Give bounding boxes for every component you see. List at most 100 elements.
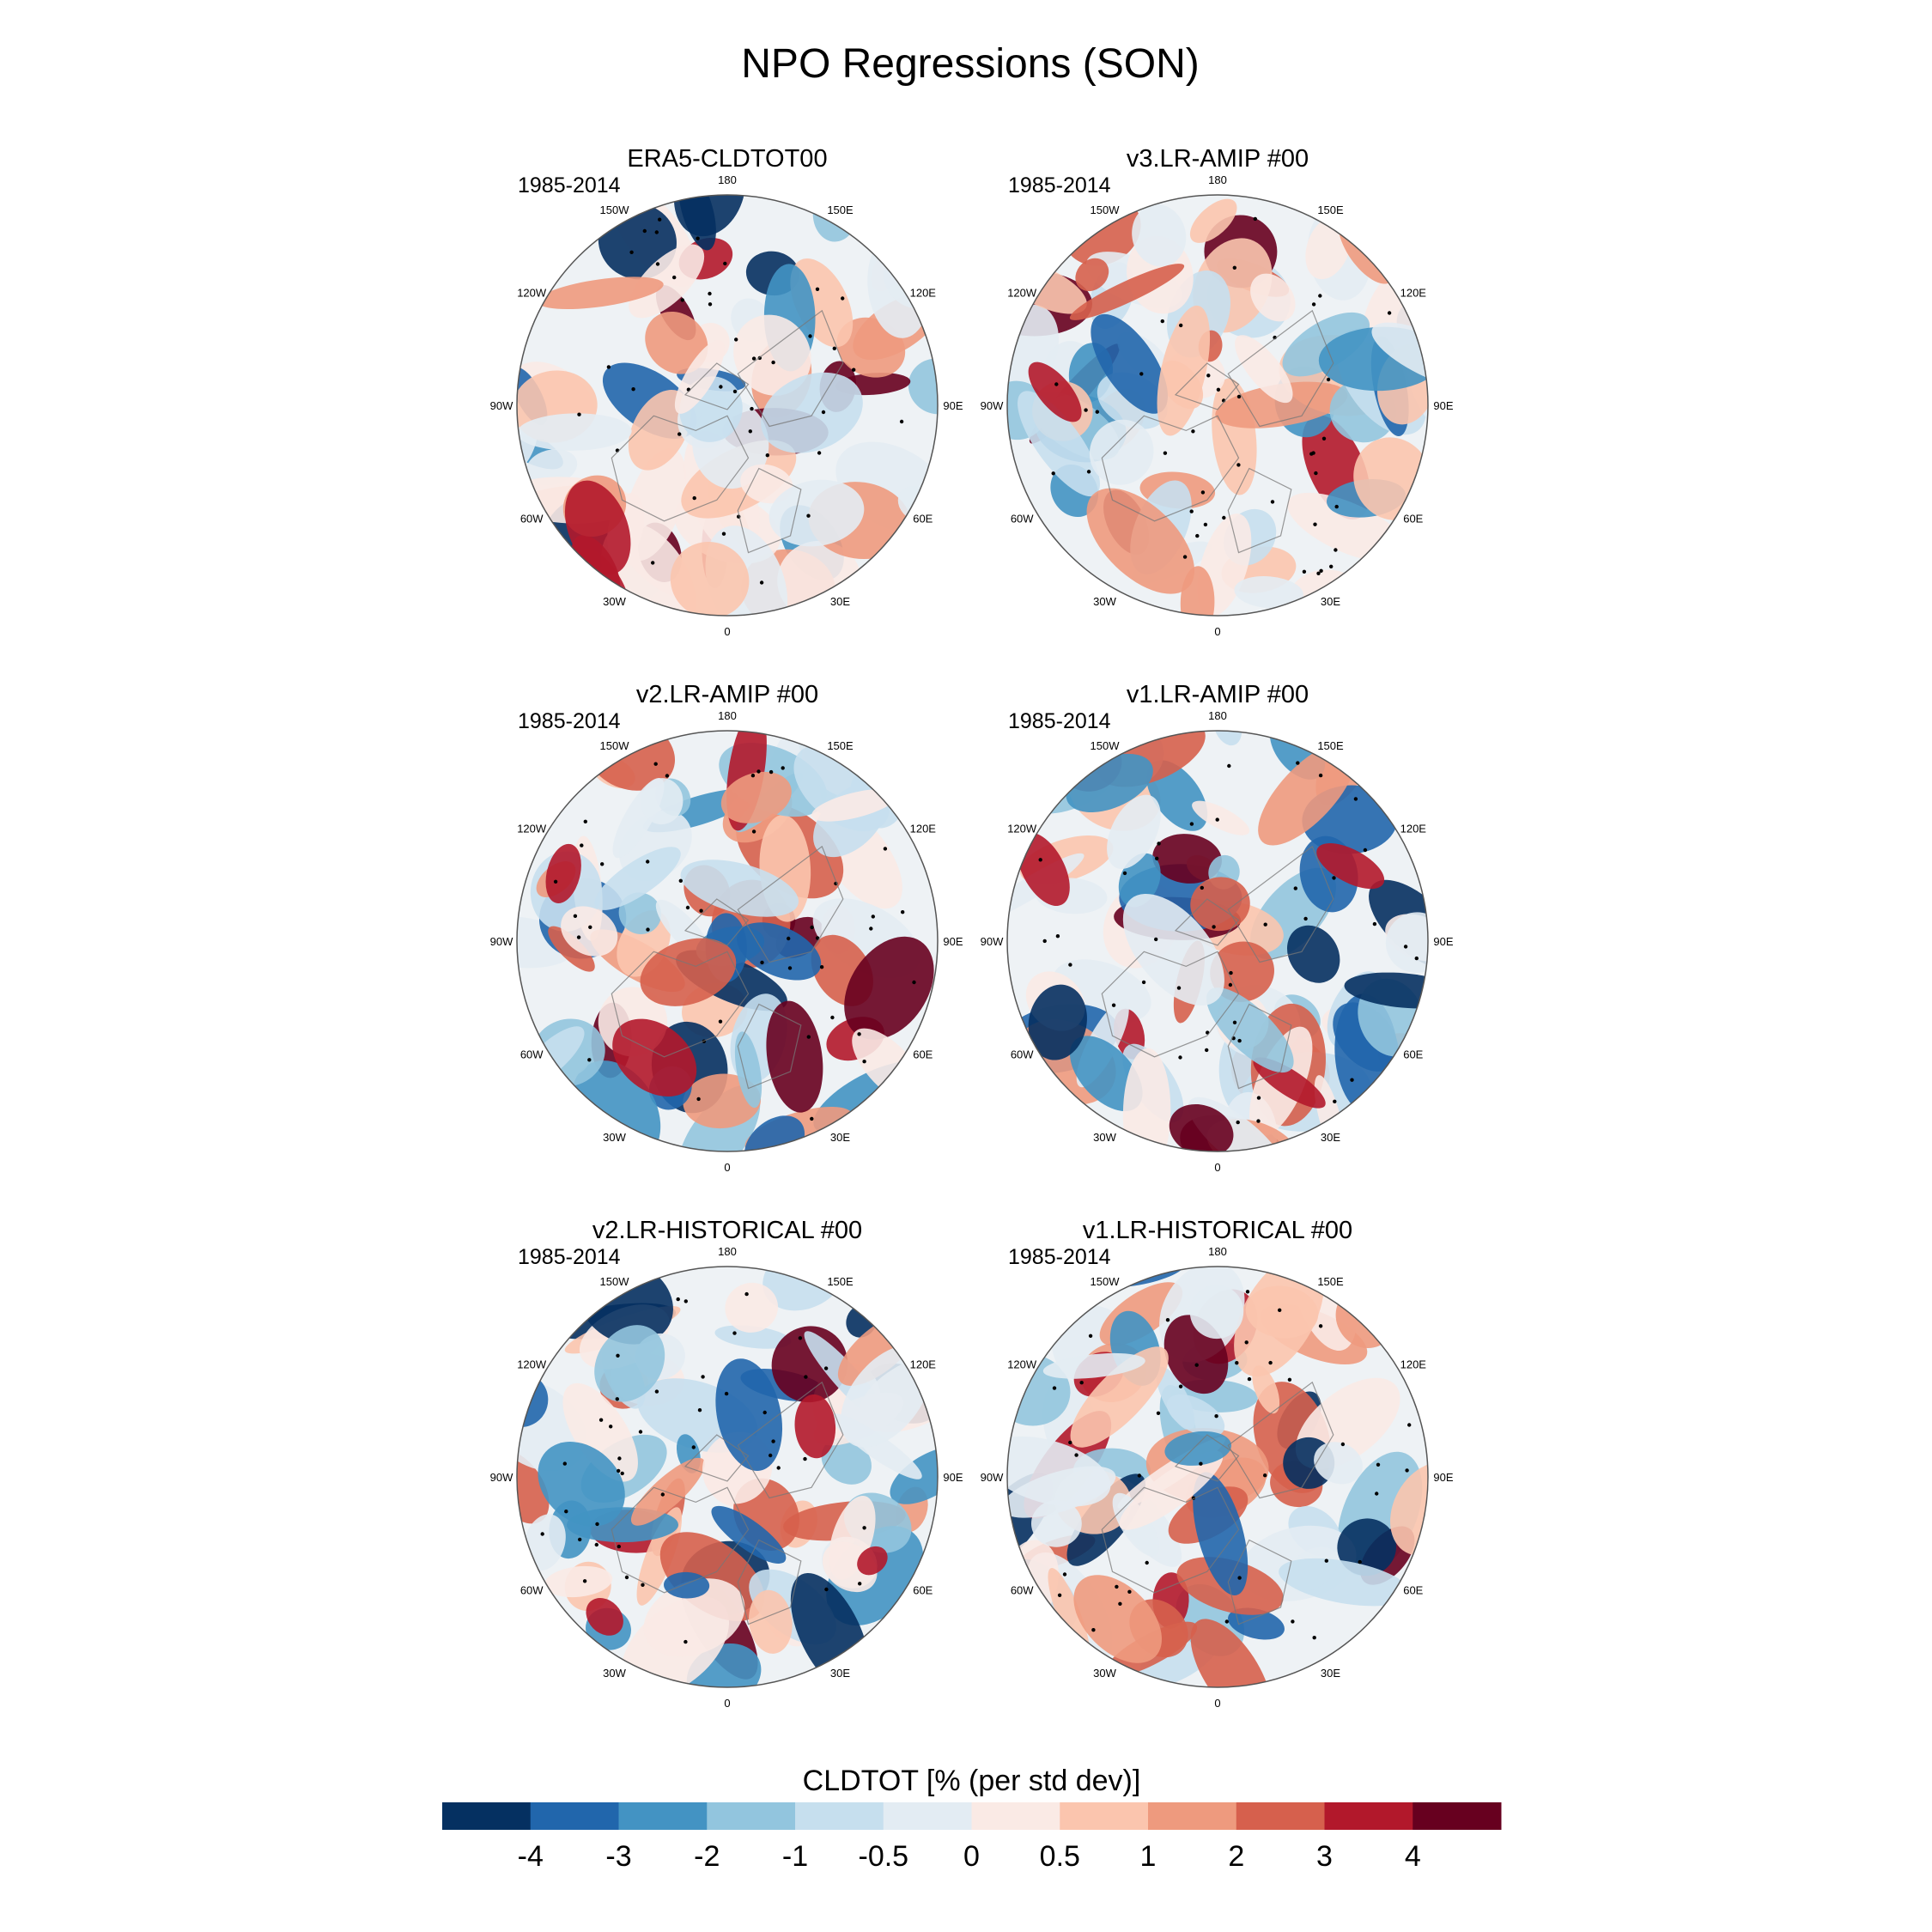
longitude-label: 90W [981,399,1004,412]
longitude-label: 30W [603,1131,626,1144]
panel-period: 1985-2014 [1008,1245,1111,1269]
panel-title: v1.LR-AMIP #00 [1127,681,1309,708]
panel-period: 1985-2014 [1008,173,1111,197]
map-frame [1006,730,1429,1152]
panel-title: v2.LR-HISTORICAL #00 [592,1217,862,1244]
coastlines [611,845,844,1090]
longitude-label: 90W [981,935,1004,948]
longitude-label: 60E [1403,513,1423,526]
longitude-label: 0 [1214,1161,1220,1174]
coastlines [1101,1381,1334,1625]
longitude-label: 150E [1317,1275,1344,1288]
map-panel: v2.LR-AMIP #00 1985-2014 180 150E 120E 90E 60E… [490,681,963,1174]
colorbar-tick-label: -1 [782,1840,808,1873]
longitude-label: 90E [1433,399,1453,412]
longitude-label: 0 [1214,625,1220,638]
longitude-label: 150W [600,739,630,752]
longitude-label: 60W [1011,1048,1034,1061]
map-frame [516,730,939,1152]
longitude-label: 150W [1091,1275,1121,1288]
longitude-label: 120W [517,1358,547,1371]
colorbar-swatch [1060,1802,1149,1830]
map-frame [516,1266,939,1688]
colorbar-tick-label: -4 [518,1840,544,1873]
colorbar-tick-label: 0.5 [1040,1840,1080,1873]
panel-title: ERA5-CLDTOT00 [627,145,827,173]
longitude-label: 60W [520,1048,544,1061]
colorbar-tick-label: -0.5 [859,1840,909,1873]
longitude-label: 30W [1093,1667,1116,1680]
colorbar-label: CLDTOT [% (per std dev)] [803,1765,1141,1797]
longitude-label: 30E [830,595,850,608]
longitude-label: 120W [1007,287,1037,300]
longitude-label: 60W [1011,1584,1034,1597]
colorbar-swatch [1413,1802,1502,1830]
panel-title: v3.LR-AMIP #00 [1127,145,1309,173]
longitude-label: 90E [943,935,963,948]
colorbar-swatch [1148,1802,1237,1830]
longitude-label: 180 [718,709,737,722]
longitude-label: 150E [1317,739,1344,752]
longitude-label: 30W [1093,595,1116,608]
anomaly-field [517,1267,938,1687]
longitude-label: 120W [517,287,547,300]
longitude-label: 120E [1400,287,1427,300]
colorbar-swatch [971,1802,1060,1830]
longitude-label: 120E [1400,823,1427,835]
coastlines [611,1381,844,1625]
map-frame [516,194,939,617]
longitude-label: 30E [830,1131,850,1144]
colorbar-tick-label: 2 [1228,1840,1244,1873]
panel-period: 1985-2014 [518,173,621,197]
colorbar-swatch [883,1802,972,1830]
panel-period: 1985-2014 [518,1245,621,1269]
longitude-label: 180 [1208,1245,1227,1258]
colorbar-swatch [1236,1802,1325,1830]
longitude-label: 90E [943,399,963,412]
longitude-label: 180 [718,173,737,186]
longitude-label: 30E [830,1667,850,1680]
longitude-label: 90E [1433,935,1453,948]
panel-title: v2.LR-AMIP #00 [636,681,818,708]
longitude-label: 0 [724,1697,730,1710]
map-frame [1006,1266,1429,1688]
longitude-label: 60W [1011,513,1034,526]
longitude-label: 120W [1007,823,1037,835]
coastlines [1101,309,1334,554]
longitude-label: 180 [1208,709,1227,722]
coastlines [1101,845,1334,1090]
longitude-label: 60E [913,513,933,526]
longitude-label: 150W [600,204,630,216]
longitude-label: 120W [517,823,547,835]
colorbar-tick-label: 0 [963,1840,980,1873]
longitude-label: 30E [1321,595,1340,608]
panel-period: 1985-2014 [518,709,621,733]
longitude-label: 120E [910,823,937,835]
longitude-label: 60E [1403,1048,1423,1061]
longitude-label: 60E [913,1048,933,1061]
colorbar-swatch [530,1802,619,1830]
panel-title: v1.LR-HISTORICAL #00 [1083,1217,1352,1244]
longitude-label: 60W [520,1584,544,1597]
longitude-label: 90E [1433,1471,1453,1484]
longitude-label: 60W [520,513,544,526]
longitude-label: 30W [603,1667,626,1680]
colorbar-swatch [618,1802,708,1830]
colorbar-tick-label: 1 [1140,1840,1157,1873]
longitude-label: 0 [724,625,730,638]
colorbar-tick-label: -2 [694,1840,720,1873]
longitude-label: 0 [724,1161,730,1174]
anomaly-field [1007,1267,1428,1687]
longitude-label: 180 [718,1245,737,1258]
colorbar-swatch [1324,1802,1413,1830]
longitude-label: 30E [1321,1667,1340,1680]
map-panel: v3.LR-AMIP #00 1985-2014 180 150E 120E 90E 60E… [981,145,1454,638]
longitude-label: 30W [603,595,626,608]
colorbar-tick-label: 4 [1405,1840,1421,1873]
longitude-label: 180 [1208,173,1227,186]
